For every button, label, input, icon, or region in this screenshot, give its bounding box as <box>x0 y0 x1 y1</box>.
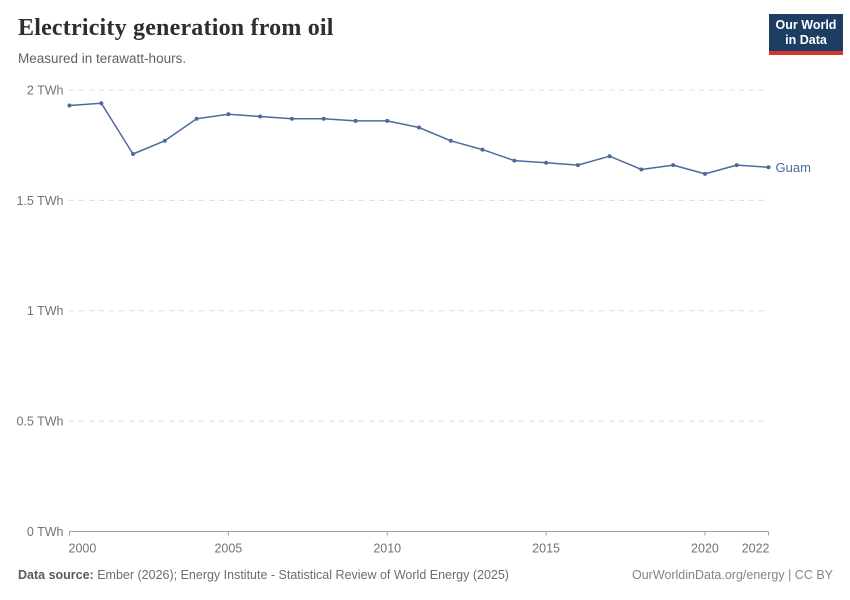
data-point[interactable] <box>512 158 517 163</box>
data-point[interactable] <box>353 118 358 123</box>
data-point[interactable] <box>671 163 676 168</box>
x-axis-tick-label: 2022 <box>742 542 770 556</box>
page-title: Electricity generation from oil <box>18 15 334 41</box>
owid-logo-line1: Our World <box>775 18 837 32</box>
data-point[interactable] <box>67 103 72 108</box>
data-point[interactable] <box>417 125 421 130</box>
series-label[interactable]: Guam <box>776 160 811 175</box>
data-point[interactable] <box>258 114 263 119</box>
data-point[interactable] <box>289 116 294 121</box>
y-axis-tick-label: 2 TWh <box>27 83 64 97</box>
y-axis-tick-label: 1.5 TWh <box>16 194 63 208</box>
data-point[interactable] <box>544 160 549 165</box>
y-axis-tick-label: 0 TWh <box>27 525 64 539</box>
license-link[interactable]: OurWorldinData.org/energy | CC BY <box>631 568 833 582</box>
x-axis-tick-label: 2005 <box>214 542 242 556</box>
data-point[interactable] <box>575 163 580 168</box>
chart-subtitle: Measured in terawatt-hours. <box>18 51 187 66</box>
data-point[interactable] <box>385 118 390 123</box>
x-axis-tick-label: 2020 <box>691 542 719 556</box>
data-point[interactable] <box>131 152 135 156</box>
data-source: Data source: Ember (2026); Energy Instit… <box>18 568 509 582</box>
data-point[interactable] <box>194 116 199 121</box>
data-point[interactable] <box>480 147 485 152</box>
data-source-text: Ember (2026); Energy Institute - Statist… <box>93 568 509 582</box>
chart-footer: Data source: Ember (2026); Energy Instit… <box>18 568 833 582</box>
data-point[interactable] <box>448 138 453 143</box>
data-point[interactable] <box>226 112 231 117</box>
titles-block: Electricity generation from oil Measured… <box>18 15 334 66</box>
x-axis-tick-label: 2015 <box>532 542 560 556</box>
data-point[interactable] <box>734 163 739 168</box>
owid-logo-line2: in Data <box>785 33 827 47</box>
data-source-label: Data source: <box>18 568 94 582</box>
data-point[interactable] <box>607 154 612 159</box>
y-axis-tick-label: 1 TWh <box>27 304 64 318</box>
line-chart[interactable]: 0 TWh 0.5 TWh 1 TWh 1.5 TWh 2 TWh 2000 2005 201… <box>0 80 850 565</box>
data-point[interactable] <box>321 116 326 121</box>
x-axis-tick-label: 2010 <box>373 542 401 556</box>
data-point[interactable] <box>162 138 167 143</box>
x-axis-tick-label: 2000 <box>69 542 97 556</box>
data-point[interactable] <box>766 165 771 170</box>
data-point[interactable] <box>703 171 707 176</box>
data-point[interactable] <box>99 101 104 106</box>
data-point[interactable] <box>639 167 644 172</box>
data-line[interactable] <box>68 102 770 175</box>
owid-logo[interactable]: Our World in Data <box>769 14 843 55</box>
y-axis-tick-label: 0.5 TWh <box>16 415 63 429</box>
